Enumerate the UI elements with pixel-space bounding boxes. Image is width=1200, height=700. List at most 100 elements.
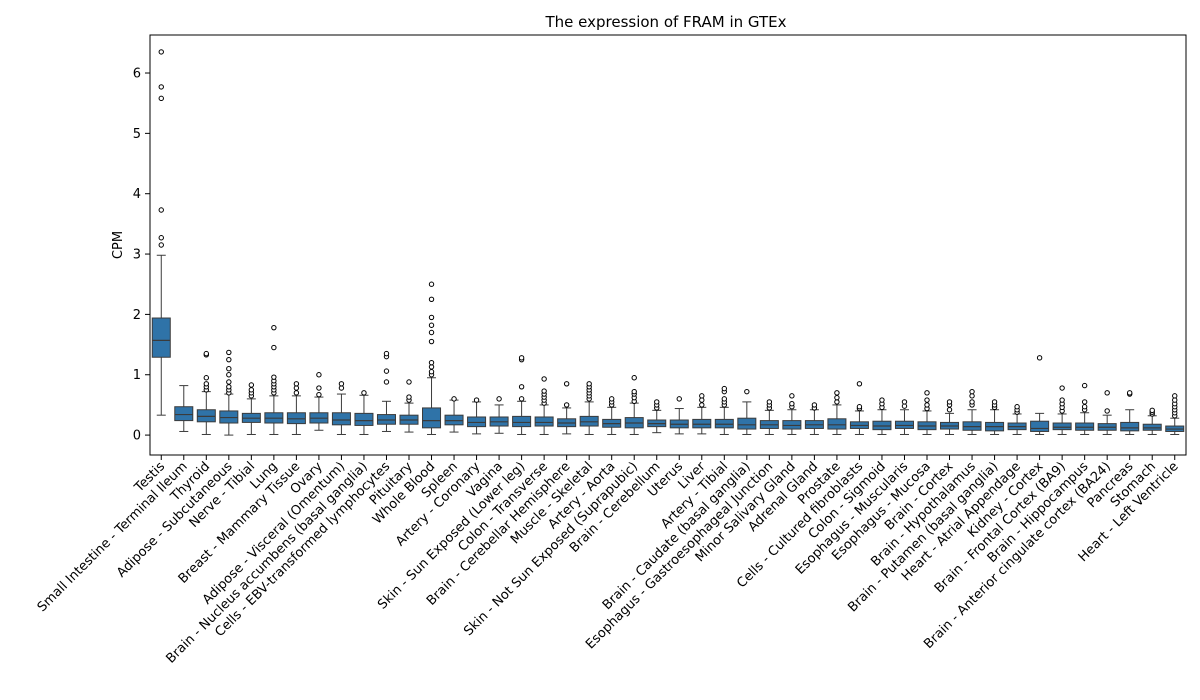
outlier-point — [473, 397, 480, 403]
box — [1120, 421, 1140, 432]
outlier-point — [226, 372, 232, 378]
box — [579, 415, 599, 427]
outlier-point — [811, 402, 818, 408]
outlier-point — [856, 381, 863, 387]
y-tick-label: 2 — [133, 308, 141, 323]
outlier-point — [1126, 390, 1133, 396]
outlier-point — [293, 390, 300, 396]
box — [286, 412, 306, 425]
outlier-point — [226, 349, 232, 356]
chart-title: The expression of FRAM in GTEx — [544, 13, 786, 31]
box — [1030, 420, 1050, 432]
outlier-point — [383, 379, 390, 385]
outlier-point — [496, 396, 502, 402]
outlier-point — [383, 350, 390, 357]
outlier-point — [1036, 355, 1043, 361]
box — [354, 412, 374, 426]
outlier-point — [518, 384, 525, 390]
outlier-point — [699, 402, 705, 408]
outlier-point — [428, 314, 435, 321]
outlier-point — [1081, 399, 1088, 405]
outlier-point — [226, 379, 232, 385]
box — [1075, 422, 1095, 431]
outlier-point — [203, 350, 210, 357]
outlier-point — [518, 355, 525, 361]
box — [737, 417, 757, 430]
outlier-point — [203, 381, 210, 387]
outlier-point — [316, 391, 322, 398]
outlier-point — [1081, 404, 1088, 410]
outlier-point — [901, 399, 908, 405]
box — [692, 418, 712, 429]
outlier-point — [248, 387, 255, 393]
outlier-point — [1059, 397, 1065, 403]
outlier-point — [1172, 393, 1178, 399]
outlier-point — [608, 396, 615, 402]
y-tick-label: 3 — [133, 248, 141, 263]
outlier-point — [654, 399, 660, 405]
outlier-point — [158, 207, 164, 213]
outlier-point — [383, 368, 390, 374]
outlier-point — [158, 242, 164, 248]
outlier-point — [226, 384, 232, 390]
outlier-point — [789, 393, 795, 399]
outlier-point — [158, 49, 164, 55]
outlier-point — [271, 324, 277, 331]
outlier-point — [428, 281, 435, 287]
outlier-point — [1014, 404, 1020, 410]
outlier-point — [428, 359, 435, 366]
outlier-point — [946, 399, 953, 405]
outlier-point — [361, 390, 367, 396]
box — [376, 414, 396, 425]
outlier-point — [428, 329, 435, 336]
outlier-point — [158, 84, 164, 90]
outlier-point — [856, 404, 863, 410]
outlier-point — [428, 338, 435, 345]
outlier-point — [158, 235, 164, 241]
box — [174, 406, 194, 422]
outlier-point — [946, 407, 953, 413]
box — [894, 420, 914, 429]
box — [422, 407, 442, 429]
outlier-point — [563, 402, 570, 408]
outlier-point — [158, 95, 164, 102]
box — [714, 418, 734, 429]
y-axis-label: CPM — [111, 231, 126, 259]
outlier-point — [789, 401, 795, 407]
outlier-point — [271, 344, 277, 351]
outlier-point — [631, 375, 637, 381]
outlier-point — [406, 379, 412, 385]
outlier-point — [924, 402, 930, 408]
outlier-point — [293, 381, 300, 387]
outlier-point — [271, 374, 277, 380]
box — [467, 416, 487, 428]
outlier-point — [879, 397, 885, 403]
box — [827, 418, 847, 430]
outlier-point — [406, 394, 412, 400]
outlier-point — [1104, 408, 1110, 414]
outlier-point — [834, 390, 840, 396]
outlier-point — [969, 399, 975, 405]
outlier-point — [1104, 390, 1110, 396]
box — [1052, 422, 1072, 431]
outlier-point — [721, 385, 728, 392]
box — [151, 317, 171, 358]
outlier-point — [248, 382, 255, 388]
outlier-point — [924, 397, 930, 403]
outlier-point — [316, 385, 322, 391]
box — [962, 421, 982, 431]
outlier-point — [451, 396, 457, 402]
box — [512, 415, 532, 428]
box — [1142, 423, 1162, 431]
y-tick-label: 4 — [133, 187, 141, 202]
plot-frame — [149, 34, 1187, 456]
outlier-point — [969, 388, 975, 395]
outlier-point — [699, 393, 705, 399]
outlier-point — [834, 394, 840, 401]
outlier-point — [518, 396, 525, 402]
outlier-point — [1149, 407, 1155, 414]
outlier-point — [766, 399, 773, 405]
